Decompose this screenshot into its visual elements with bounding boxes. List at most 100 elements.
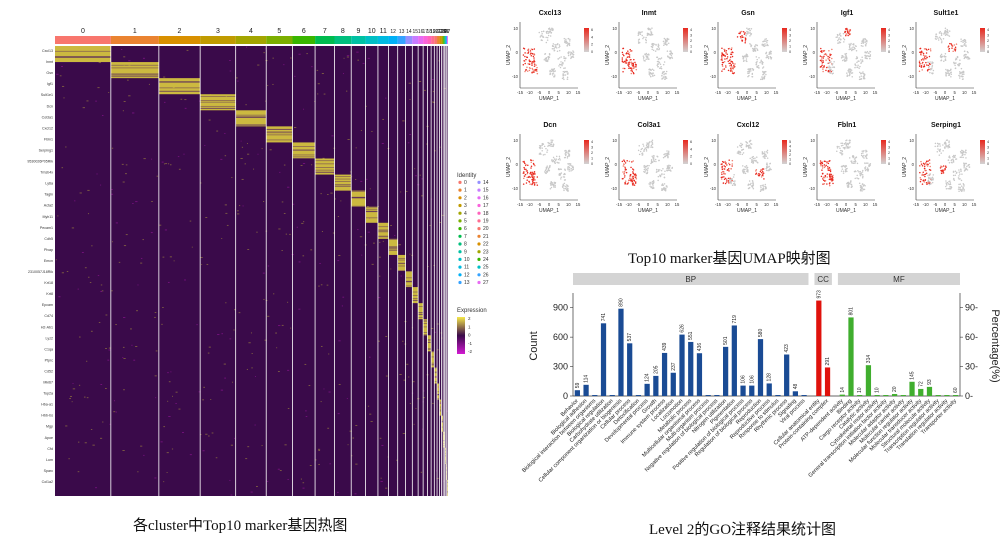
umap-point bbox=[566, 73, 569, 75]
umap-point bbox=[860, 188, 863, 190]
umap-point bbox=[666, 152, 669, 155]
umap-point bbox=[567, 149, 570, 152]
umap-point bbox=[950, 73, 953, 75]
umap-point bbox=[727, 60, 730, 63]
umap-point bbox=[563, 187, 565, 190]
umap-point bbox=[726, 53, 728, 56]
heatmap-speck bbox=[296, 226, 298, 228]
umap-point bbox=[849, 181, 852, 183]
umap-point bbox=[854, 66, 856, 69]
umap-point bbox=[547, 32, 550, 34]
heatmap-speck bbox=[273, 293, 275, 295]
umap-point bbox=[860, 72, 862, 75]
umap-point bbox=[921, 69, 923, 71]
umap-point bbox=[948, 141, 950, 144]
umap-panel-cxcl13: Cxcl13-15 -10 -5 0 5 10 15100-10UMAP_1UMAP_264… bbox=[506, 10, 593, 102]
gene-label: Ptprc bbox=[45, 358, 54, 362]
umap-point bbox=[948, 183, 951, 186]
umap-point bbox=[721, 63, 724, 66]
umap-point bbox=[746, 53, 748, 56]
umap-point bbox=[957, 188, 960, 190]
umap-scale-tick: 2 bbox=[789, 153, 791, 157]
umap-point bbox=[830, 68, 832, 70]
heatmap-speck bbox=[308, 385, 311, 387]
heatmap-speck bbox=[323, 93, 326, 95]
umap-point bbox=[536, 176, 539, 178]
umap-point bbox=[851, 160, 853, 162]
umap-point bbox=[568, 170, 571, 172]
heatmap-speck bbox=[233, 309, 236, 311]
umap-point bbox=[960, 75, 963, 77]
umap-point bbox=[845, 52, 848, 55]
umap-point bbox=[662, 76, 665, 78]
gene-label: Serping1 bbox=[39, 148, 53, 152]
umap-xlabel: UMAP_1 bbox=[836, 208, 856, 214]
umap-point bbox=[642, 150, 645, 152]
heatmap-speck bbox=[220, 389, 224, 391]
heatmap-stripe bbox=[443, 447, 445, 449]
umap-point bbox=[864, 168, 867, 170]
heatmap-speck bbox=[371, 263, 374, 265]
heatmap-speck bbox=[199, 100, 201, 102]
umap-point bbox=[757, 161, 759, 164]
umap-point bbox=[941, 55, 944, 58]
heatmap-speck bbox=[175, 391, 178, 393]
umap-point bbox=[647, 53, 650, 56]
umap-point bbox=[951, 47, 953, 49]
umap-point bbox=[562, 186, 564, 188]
umap-point bbox=[854, 162, 856, 165]
umap-point bbox=[638, 38, 641, 41]
heatmap-speck bbox=[205, 433, 208, 435]
umap-point bbox=[952, 158, 954, 160]
heatmap-speck bbox=[95, 100, 97, 102]
heatmap-speck bbox=[199, 182, 202, 184]
umap-point bbox=[729, 62, 732, 64]
umap-point bbox=[564, 173, 566, 175]
heatmap-speck bbox=[71, 227, 75, 229]
umap-point bbox=[926, 165, 929, 167]
umap-x-tick: 5 bbox=[755, 90, 758, 95]
umap-point bbox=[724, 58, 726, 60]
umap-x-tick: -10 bbox=[824, 90, 831, 95]
umap-point bbox=[729, 65, 731, 67]
marker-block-26 bbox=[445, 463, 448, 480]
umap-point bbox=[861, 40, 863, 42]
umap-point bbox=[622, 67, 624, 70]
umap-point bbox=[923, 64, 926, 66]
heatmap-stripe bbox=[447, 492, 448, 494]
heatmap-speck bbox=[338, 384, 341, 385]
heatmap-speck bbox=[436, 323, 439, 325]
identity-swatch-11 bbox=[458, 265, 462, 269]
umap-point bbox=[922, 65, 925, 68]
umap-point bbox=[944, 53, 947, 55]
umap-y-tick: 0 bbox=[516, 162, 519, 167]
umap-scale-tick: 0 bbox=[987, 50, 989, 54]
heatmap-speck bbox=[310, 249, 313, 251]
umap-point bbox=[658, 62, 661, 64]
umap-point bbox=[628, 55, 630, 58]
umap-point bbox=[642, 143, 644, 145]
umap-point bbox=[751, 68, 754, 70]
umap-point bbox=[948, 140, 950, 142]
heatmap-speck bbox=[367, 405, 370, 407]
heatmap-stripe bbox=[200, 100, 236, 101]
heatmap-speck bbox=[235, 77, 238, 79]
umap-point bbox=[861, 60, 864, 63]
umap-point bbox=[765, 150, 768, 153]
heatmap-speck bbox=[414, 168, 416, 170]
umap-point bbox=[939, 143, 941, 145]
cluster-bar-2 bbox=[158, 36, 201, 44]
umap-point bbox=[644, 147, 647, 149]
umap-point bbox=[846, 74, 849, 76]
umap-point bbox=[541, 32, 543, 35]
umap-point bbox=[528, 69, 531, 72]
umap-point bbox=[627, 55, 629, 58]
umap-point bbox=[649, 75, 652, 78]
gene-label: Acta2 bbox=[44, 204, 53, 208]
umap-point bbox=[962, 70, 965, 73]
umap-point bbox=[922, 52, 925, 55]
umap-point bbox=[950, 161, 953, 164]
bar-mf bbox=[874, 395, 880, 396]
umap-point bbox=[765, 155, 768, 158]
umap-point bbox=[623, 173, 625, 175]
